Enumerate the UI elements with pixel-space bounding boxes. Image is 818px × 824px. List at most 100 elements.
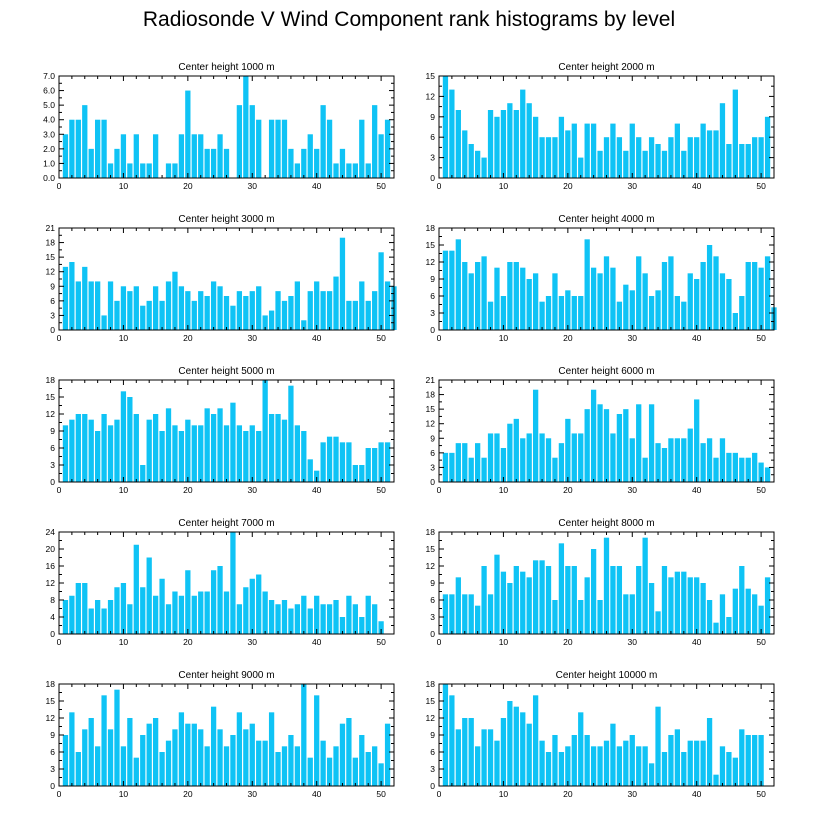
bar	[114, 587, 120, 634]
bar	[101, 608, 107, 634]
bar	[552, 273, 558, 330]
bar	[674, 296, 680, 330]
bar	[449, 89, 455, 178]
bar	[127, 397, 133, 482]
bar	[565, 566, 571, 634]
bar	[62, 134, 69, 178]
bar	[333, 276, 339, 330]
bar	[378, 252, 384, 330]
bar	[719, 438, 726, 482]
y-tick-label: 18	[426, 390, 436, 400]
bar	[674, 123, 680, 178]
bar	[198, 134, 204, 178]
bar	[610, 723, 616, 786]
bar	[661, 752, 668, 786]
bar	[462, 130, 468, 178]
bar	[178, 286, 185, 330]
bar	[223, 425, 230, 482]
bar	[616, 746, 623, 786]
bar	[578, 296, 584, 330]
bar	[365, 595, 371, 634]
y-tick-label: 9	[430, 274, 435, 284]
bar	[127, 718, 133, 786]
bar	[584, 577, 590, 634]
panel-title: Center height 8000 m	[558, 518, 654, 529]
bar	[507, 103, 513, 178]
bar	[545, 137, 552, 178]
bar	[120, 746, 127, 786]
y-tick-label: 18	[426, 527, 436, 537]
x-tick-label: 10	[119, 333, 129, 343]
bar	[713, 457, 719, 482]
bar	[487, 110, 494, 178]
bar	[462, 594, 468, 634]
bar	[107, 425, 114, 482]
bar	[326, 604, 333, 634]
bar	[372, 746, 378, 786]
bar	[706, 438, 713, 482]
bar	[507, 583, 513, 634]
bar	[481, 457, 487, 482]
bar	[281, 600, 288, 634]
bar	[558, 443, 565, 482]
bar	[597, 150, 603, 178]
bar	[268, 414, 275, 482]
bar	[597, 746, 603, 786]
bar	[294, 746, 300, 786]
bar	[262, 380, 268, 482]
bar	[320, 604, 326, 634]
bar	[597, 273, 603, 330]
bar	[558, 116, 565, 178]
bar	[475, 262, 481, 330]
bar	[75, 414, 81, 482]
bar	[69, 419, 75, 482]
x-tick-label: 40	[692, 333, 702, 343]
bar	[165, 408, 172, 482]
bar	[101, 414, 107, 482]
y-tick-label: 3	[50, 764, 55, 774]
bar	[62, 600, 69, 634]
bar	[268, 310, 275, 330]
bar	[668, 735, 674, 786]
bar	[326, 119, 333, 178]
bar	[326, 291, 333, 330]
bar	[636, 137, 642, 178]
bar	[500, 571, 507, 634]
bar	[739, 457, 745, 482]
bar	[256, 431, 262, 482]
x-tick-label: 0	[57, 181, 62, 191]
bar	[610, 433, 616, 482]
bar	[681, 752, 687, 786]
bar	[288, 148, 294, 178]
y-tick-label: 0	[50, 629, 55, 639]
bar	[249, 723, 255, 786]
bar	[661, 448, 668, 482]
bar	[217, 566, 223, 634]
bar	[732, 313, 738, 330]
y-tick-label: 9	[430, 433, 435, 443]
bar	[217, 729, 223, 786]
bar	[165, 604, 172, 634]
bar	[636, 404, 642, 482]
bar	[101, 119, 107, 178]
bar	[268, 600, 275, 634]
bar	[314, 595, 320, 634]
bar	[217, 134, 223, 178]
bar	[494, 740, 500, 786]
bar	[513, 566, 519, 634]
bar	[314, 695, 320, 786]
bar	[520, 571, 526, 634]
bar	[127, 163, 133, 178]
bar	[468, 457, 474, 482]
bar	[565, 746, 571, 786]
bar	[578, 712, 584, 786]
x-tick-label: 10	[119, 789, 129, 799]
bar	[69, 262, 75, 330]
bar	[475, 443, 481, 482]
bar	[629, 290, 635, 330]
bar	[687, 428, 693, 482]
y-tick-label: 12	[426, 257, 436, 267]
bar	[732, 452, 738, 482]
bar	[140, 735, 146, 786]
